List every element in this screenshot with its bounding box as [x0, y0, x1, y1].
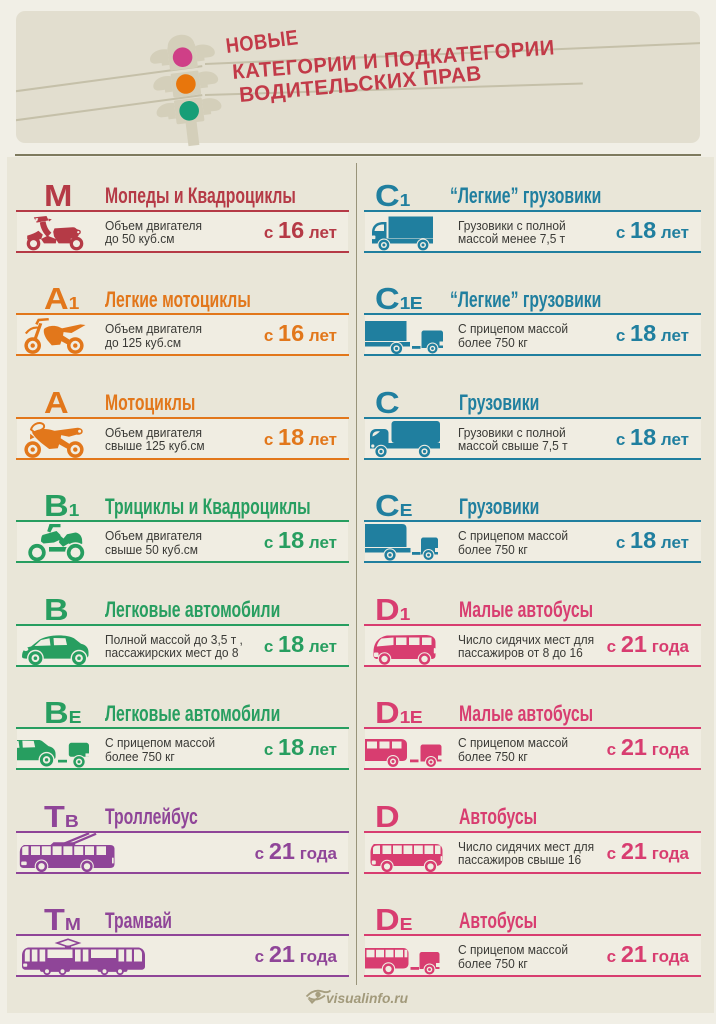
svg-text:visualinfo.ru: visualinfo.ru	[326, 991, 409, 1006]
